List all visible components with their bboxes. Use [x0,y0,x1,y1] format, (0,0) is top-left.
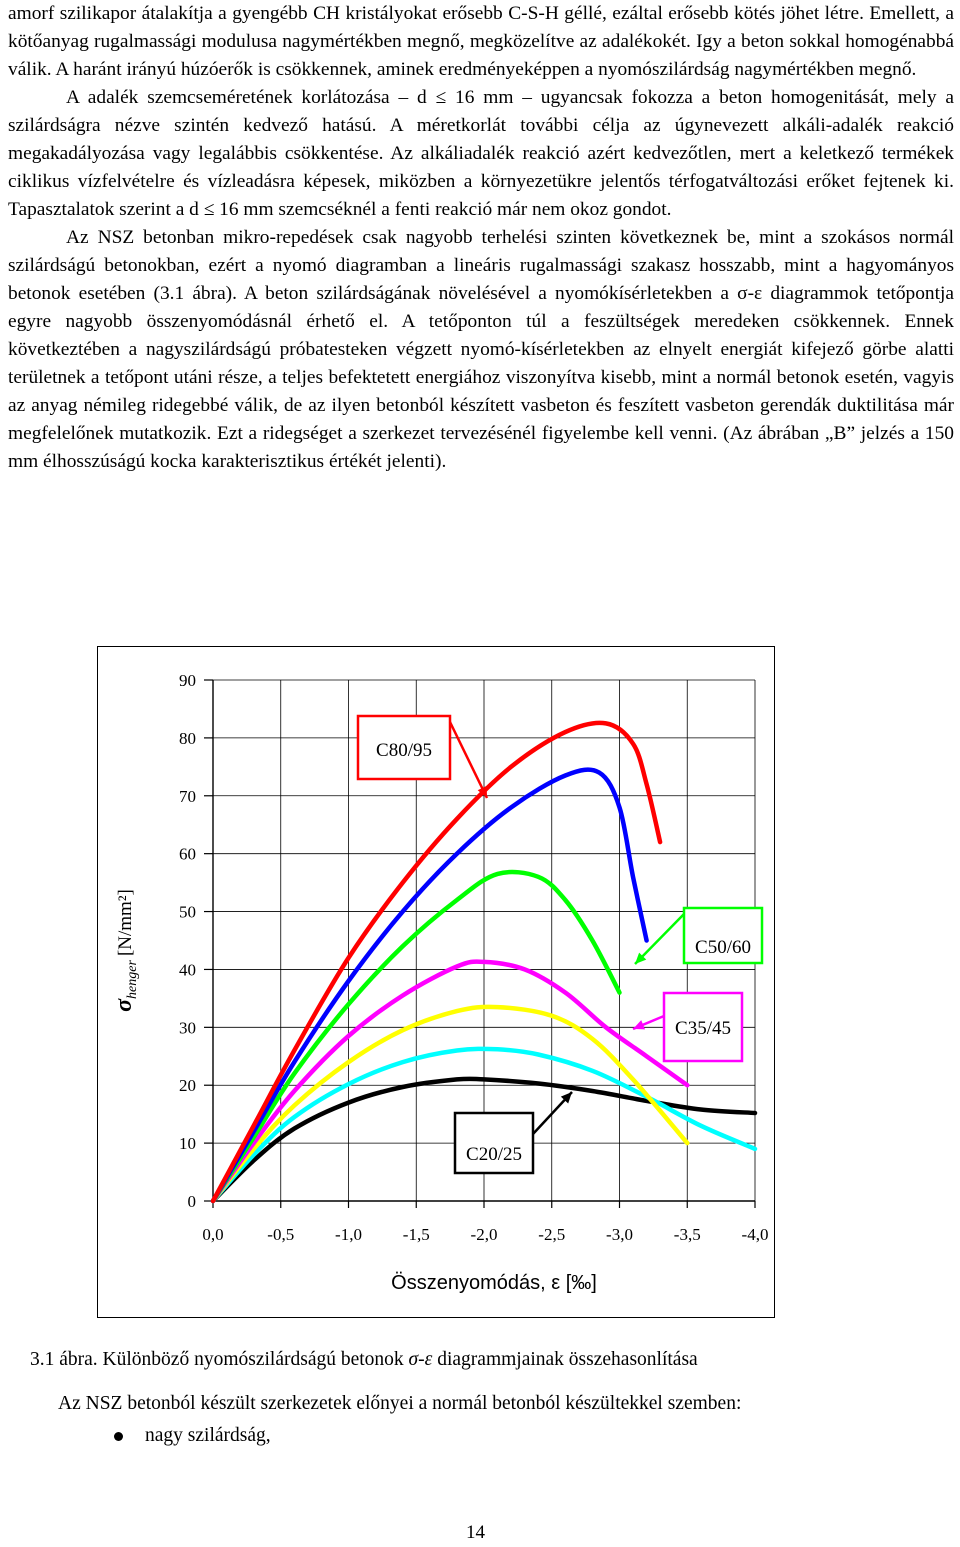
x-tick-label: -1,5 [403,1225,430,1244]
y-tick-label: 60 [179,845,196,864]
bullet-item: nagy szilárdság, [114,1422,271,1450]
series-label-1: C50/60 [695,937,751,958]
bullet-dot-icon [114,1432,123,1441]
series-label-0: C80/95 [376,740,432,761]
figure-caption: 3.1 ábra. Különböző nyomószilárdságú bet… [30,1346,698,1374]
paragraph-3: Az NSZ betonban mikro-repedések csak nag… [8,227,954,472]
x-tick-label: -0,5 [267,1225,294,1244]
chart-annotations: C80/95 C50/60 C35/45 C20/25 [356,714,764,1175]
x-tick-label: 0,0 [202,1225,223,1244]
paragraph-1: amorf szilikapor átalakítja a gyengébb C… [8,3,954,80]
x-tick-label: -3,0 [606,1225,633,1244]
arrowhead-icon-2 [633,1020,646,1030]
series-line-3 [210,959,690,1204]
series-line-2 [210,1004,690,1204]
y-tick-label: 0 [188,1192,197,1211]
x-tick-label: -1,0 [335,1225,362,1244]
caption-eps: ε [424,1349,433,1370]
series-line-5 [210,767,649,1204]
series-label-2: C35/45 [675,1018,731,1039]
figure-frame [97,646,775,1318]
series-line-6 [210,720,663,1204]
y-axis-title: σhenger[N/mm²] [111,889,140,1012]
x-tick-label: -4,0 [742,1225,769,1244]
chart-labels: 0 10 20 30 40 50 60 70 80 90 0,0 -0,5 -1,0 -1,5 -2,0 -2… [111,671,768,1294]
advantages-intro: Az NSZ betonból készült szerkezetek előn… [58,1393,742,1414]
y-tick-label: 30 [179,1018,196,1037]
caption-dash: - [418,1349,425,1370]
chart-series [210,720,758,1204]
annotation-arrow-0 [448,721,489,799]
series-label-3: C20/25 [466,1144,522,1165]
arrowhead-icon-1 [635,952,647,964]
y-tick-label: 10 [179,1134,196,1153]
stress-strain-chart: C80/95 C50/60 C35/45 C20/25 0 10 20 30 40 50 60 70… [111,671,768,1294]
series-label-box-0 [356,714,452,781]
y-tick-label: 20 [179,1076,196,1095]
x-axis-title: Összenyomódás, ε [‰] [391,1272,597,1294]
caption-suffix: diagrammjainak összehasonlítása [432,1349,698,1370]
series-label-box-3 [453,1111,535,1175]
caption-sigma: σ [408,1349,419,1370]
y-tick-label: 80 [179,729,196,748]
series-line-4 [210,869,622,1204]
bullet-text: nagy szilárdság, [145,1425,271,1446]
y-tick-label: 40 [179,960,196,979]
paragraph-2: A adalék szemcseméretének korlátozása – … [8,87,954,220]
y-tick-label: 50 [179,903,196,922]
y-tick-label: 70 [179,787,196,806]
y-tick-label: 90 [179,671,196,690]
body-text: amorf szilikapor átalakítja a gyengébb C… [8,0,954,476]
x-tick-label: -3,5 [674,1225,701,1244]
arrowhead-icon-3 [560,1092,572,1104]
series-label-box-2 [662,991,744,1063]
arrowhead-icon-0 [477,785,487,798]
chart-axes [204,679,756,1208]
series-label-box-1 [682,906,764,965]
caption-prefix: 3.1 ábra. Különböző nyomószilárdságú bet… [30,1349,409,1370]
annotation-arrow-1 [634,913,685,965]
x-tick-label: -2,0 [471,1225,498,1244]
x-tick-label: -2,5 [538,1225,565,1244]
page-number: 14 [466,1522,485,1543]
